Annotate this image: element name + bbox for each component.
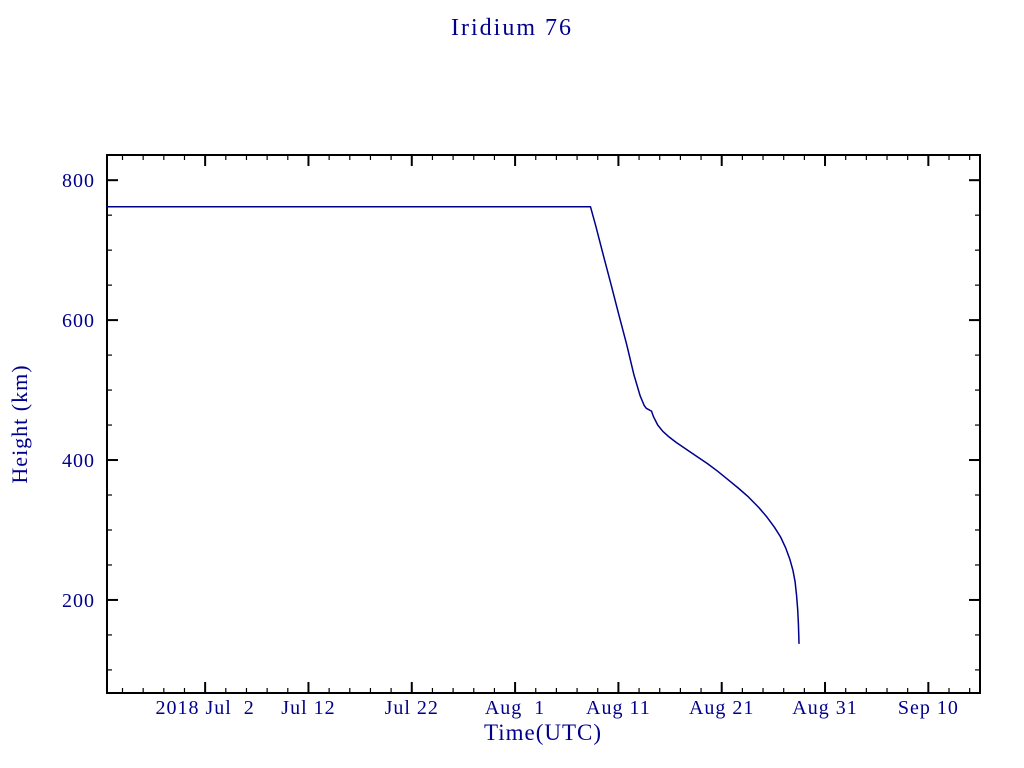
y-tick-label: 800 bbox=[62, 170, 95, 192]
plot-box bbox=[106, 154, 981, 694]
y-tick-label: 200 bbox=[62, 590, 95, 612]
x-tick-label: Sep 10 bbox=[898, 697, 959, 719]
height-curve bbox=[106, 206, 800, 645]
x-tick-label: Aug 1 bbox=[485, 697, 545, 719]
x-tick-label: 2018 Jul 2 bbox=[155, 697, 254, 719]
x-tick-label: Jul 12 bbox=[281, 697, 335, 719]
x-tick-label: Aug 11 bbox=[586, 697, 651, 719]
y-tick-label: 400 bbox=[62, 450, 95, 472]
x-tick-label: Jul 22 bbox=[385, 697, 439, 719]
y-tick-label: 600 bbox=[62, 310, 95, 332]
x-tick-label: Aug 31 bbox=[792, 697, 857, 719]
x-tick-label: Aug 21 bbox=[689, 697, 754, 719]
x-axis-label: Time(UTC) bbox=[483, 720, 603, 745]
chart-title: Iridium 76 bbox=[451, 15, 573, 41]
